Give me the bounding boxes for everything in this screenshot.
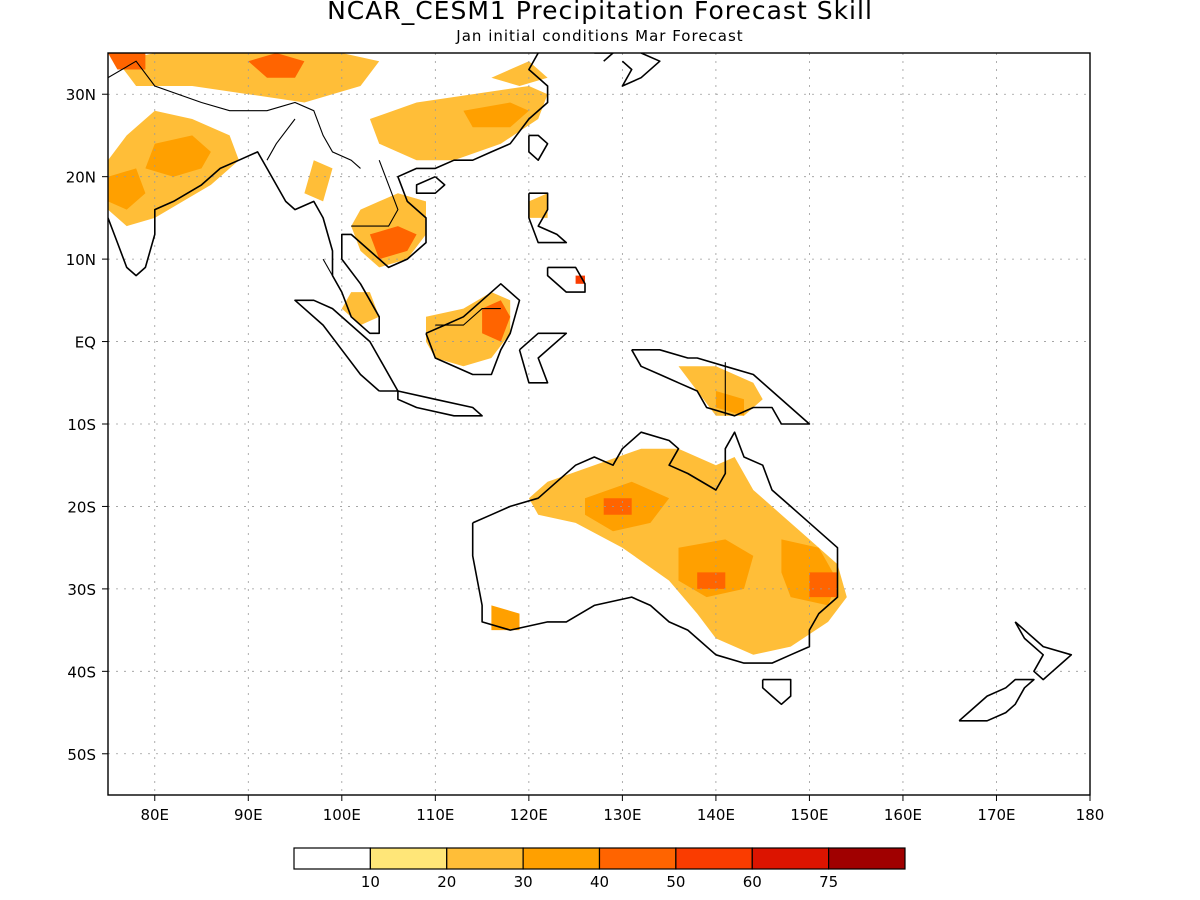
country-border: [322, 258, 343, 293]
lon-tick-label: 130E: [603, 806, 641, 824]
coastlines: [108, 53, 1073, 722]
coastline: [546, 266, 586, 293]
skill-region-east-china-core: [463, 102, 529, 128]
lon-tick-label: 100E: [323, 806, 361, 824]
legend-swatch: [522, 847, 601, 870]
skill-region-aus-core-east-hot: [809, 572, 838, 598]
skill-region-indochina-core: [369, 226, 417, 260]
lon-tick-label: 80E: [140, 806, 169, 824]
coastline: [518, 332, 568, 384]
skill-region-south-china: [369, 86, 548, 161]
legend-label: 20: [437, 873, 456, 891]
coastline: [294, 299, 399, 392]
lat-tick-label: 10S: [67, 416, 96, 434]
coastline: [528, 192, 568, 244]
skill-region-mindanao: [575, 275, 585, 284]
lat-tick-label: EQ: [75, 334, 96, 352]
lat-tick-label: 20S: [67, 498, 96, 516]
skill-region-borneo-core: [482, 300, 511, 342]
legend-label: 75: [819, 873, 838, 891]
map-subtitle: Jan initial conditions Mar Forecast: [456, 27, 744, 45]
skill-region-myanmar: [304, 160, 333, 202]
coastline: [425, 282, 521, 376]
country-border: [266, 118, 296, 161]
coastline: [415, 175, 446, 194]
skill-region-yangtze: [491, 61, 548, 86]
longitude-ticks: 80E 90E 100E 110E 120E 130E 140E 150E 160E 170E 18…: [140, 795, 1104, 824]
skill-shading: [108, 53, 847, 655]
skill-region-nw-corner: [108, 53, 146, 70]
coastline: [1014, 621, 1073, 681]
skill-region-india-west: [108, 168, 146, 210]
country-border: [435, 308, 501, 326]
legend-label: 40: [590, 873, 609, 891]
skill-region-aus-core-central-hot: [697, 572, 726, 589]
gridlines: [108, 53, 1090, 795]
legend-swatch: [446, 847, 524, 870]
lon-tick-label: 150E: [790, 806, 828, 824]
country-borders: [108, 60, 726, 416]
coastline: [471, 431, 839, 664]
lat-tick-label: 40S: [67, 663, 96, 681]
coastline: [631, 348, 811, 425]
skill-region-tibet-core: [248, 53, 305, 78]
latitude-ticks: 30N 20N 10N EQ 10S 20S 30S 40S 50S: [66, 86, 108, 764]
legend-label: 30: [514, 873, 533, 891]
coastline: [108, 53, 549, 335]
coastline: [528, 134, 549, 161]
map-title: NCAR_CESM1 Precipitation Forecast Skill: [327, 0, 873, 25]
lat-tick-label: 10N: [66, 251, 96, 269]
country-border: [108, 60, 361, 169]
lon-tick-label: 110E: [416, 806, 454, 824]
skill-region-aus-sw: [491, 605, 520, 631]
skill-region-aus-core-west-hot: [603, 498, 632, 515]
lon-tick-label: 170E: [977, 806, 1015, 824]
lon-tick-label: 160E: [884, 806, 922, 824]
legend-swatch: [751, 847, 830, 870]
lat-tick-label: 20N: [66, 169, 96, 187]
coastline: [958, 678, 1035, 722]
legend-swatch: [828, 847, 906, 870]
coastline: [621, 53, 661, 87]
legend-label: 60: [743, 873, 762, 891]
legend-swatch: [675, 847, 753, 870]
lat-tick-label: 50S: [67, 746, 96, 764]
skill-region-india-core: [145, 135, 211, 177]
colorbar-legend: 10 20 30 40 50 60 75: [293, 847, 906, 891]
legend-swatch: [293, 847, 371, 870]
lon-tick-label: 120E: [510, 806, 548, 824]
lon-tick-label: 140E: [697, 806, 735, 824]
coastline: [761, 678, 792, 706]
map-frame: [107, 52, 1091, 796]
coastline: [397, 390, 483, 417]
skill-region-new-guinea-core: [715, 391, 744, 416]
legend-label: 10: [361, 873, 380, 891]
lon-tick-label: 180: [1076, 806, 1105, 824]
legend-label: 50: [666, 873, 685, 891]
lat-tick-label: 30N: [66, 86, 96, 104]
country-border: [351, 160, 399, 227]
legend-swatch: [598, 847, 677, 870]
lon-tick-label: 90E: [234, 806, 263, 824]
lat-tick-label: 30S: [67, 581, 96, 599]
legend-swatch: [369, 847, 448, 870]
coastline: [594, 53, 614, 62]
skill-region-philippines-n: [528, 193, 548, 218]
